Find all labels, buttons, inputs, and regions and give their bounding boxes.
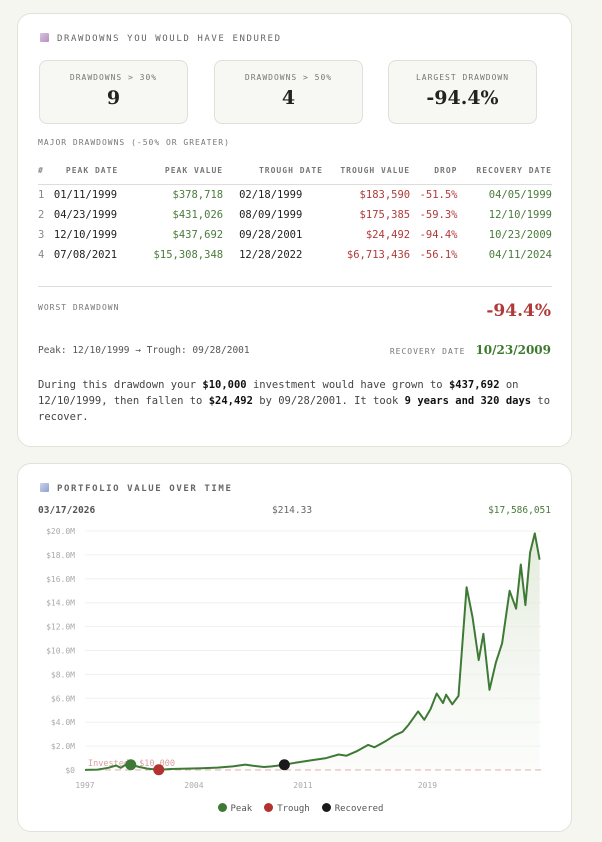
y-tick-label: $8.0M [51,670,75,679]
divider [38,286,552,287]
column-header: PEAK VALUE [136,166,224,185]
portfolio-card: PORTFOLIO VALUE OVER TIME 03/17/2026 $21… [17,463,572,832]
table-cell: 2 [38,209,45,221]
x-tick-label: 2019 [418,781,437,790]
peak-marker [125,759,137,771]
x-tick-label: 1997 [75,781,94,790]
hover-date: 03/17/2026 [38,505,96,516]
table-row: 2 04/23/1999 $431,026 08/09/1999 $175,385 -59… [38,205,552,225]
column-header: TROUGH VALUE [322,166,411,185]
legend-label: Peak [230,804,253,814]
worst-drawdown-label: WORST DRAWDOWN [38,303,120,312]
y-tick-label: $14.0M [46,599,75,608]
table-row: 1 01/11/1999 $378,718 02/18/1999 $183,590 -51… [38,185,552,206]
table-cell: 01/11/1999 [53,189,118,201]
table-cell: -51.5% [419,189,458,201]
portfolio-title: PORTFOLIO VALUE OVER TIME [40,483,232,494]
table-cell: 12/10/1999 [488,209,552,221]
hover-value: $17,586,051 [488,505,551,516]
table-cell: $183,590 [359,189,411,201]
chart-increasing-icon [40,483,49,492]
table-cell: 04/23/1999 [53,209,118,221]
table-cell: 12/28/2022 [239,249,303,261]
table-cell: $431,026 [172,209,224,221]
legend-label: Trough [277,804,310,814]
drawdowns-title: DRAWDOWNS YOU WOULD HAVE ENDURED [40,33,282,44]
stat-largest-drawdown: LARGEST DRAWDOWN -94.4% [388,60,537,124]
table-cell: 1 [38,189,45,201]
table-cell: -56.1% [419,249,458,261]
table-cell: -94.4% [419,229,458,241]
table-cell: $15,308,348 [153,249,224,261]
table-row: 3 12/10/1999 $437,692 09/28/2001 $24,492 -94.… [38,225,552,245]
table-cell: $437,692 [172,229,224,241]
trough-marker [153,764,165,776]
table-cell: 08/09/1999 [239,209,303,221]
table-cell: 10/23/2009 [488,229,552,241]
column-header: RECOVERY DATE [457,166,552,185]
y-tick-label: $0 [65,766,75,775]
portfolio-chart[interactable]: $0 $2.0M $4.0M $6.0M $8.0M $10.0M $12.0M $14.0M… [18,514,573,814]
y-tick-label: $12.0M [46,623,75,632]
y-tick-label: $16.0M [46,575,75,584]
worst-drawdown-range: Peak: 12/10/1999 → Trough: 09/28/2001 [38,345,250,356]
table-cell: 3 [38,229,45,241]
column-header: PEAK DATE [45,166,137,185]
legend-label: Recovered [334,804,384,814]
y-tick-label: $4.0M [51,718,75,727]
column-header: # [38,166,46,185]
stat-drawdowns-30: DRAWDOWNS > 30% 9 [39,60,188,124]
y-tick-label: $18.0M [46,551,75,560]
chart-decreasing-icon [40,33,49,42]
table-header: # PEAK DATE PEAK VALUE TROUGH DATE TROUGH VA… [38,166,552,185]
major-drawdowns-title: MAJOR DRAWDOWNS (-50% OR GREATER) [38,138,230,147]
drawdowns-table: # PEAK DATE PEAK VALUE TROUGH DATE TROUGH VA… [38,166,552,265]
chart-legend: Peak Trough Recovered [18,803,571,814]
recovered-marker [278,759,290,771]
table-cell: $24,492 [365,229,411,241]
worst-drawdown-value: -94.4% [486,301,551,321]
column-header: TROUGH DATE [223,166,323,185]
table-cell: -59.3% [419,209,458,221]
table-cell: $378,718 [172,189,224,201]
recovery-date-block: RECOVERY DATE 10/23/2009 [389,343,551,357]
table-cell: $6,713,436 [346,249,411,261]
table-cell: $175,385 [359,209,411,221]
table-cell: 4 [38,249,45,261]
table-cell: 02/18/1999 [239,189,303,201]
stat-drawdowns-50: DRAWDOWNS > 50% 4 [214,60,363,124]
y-tick-label: $10.0M [46,647,75,656]
area-fill [85,533,540,770]
peak-legend-dot [217,803,227,812]
y-tick-label: $20.0M [46,527,75,536]
hover-price: $214.33 [272,505,313,516]
trough-legend-dot [264,803,274,812]
column-header: DROP [410,166,458,185]
table-row: 4 07/08/2021 $15,308,348 12/28/2022 $6,713,4… [38,245,552,265]
y-tick-label: $2.0M [51,742,75,751]
x-tick-label: 2011 [293,781,312,790]
recovered-legend-dot [321,803,331,812]
x-tick-label: 2004 [184,781,203,790]
drawdown-summary: During this drawdown your $10,000 invest… [38,379,551,423]
table-cell: 09/28/2001 [239,229,303,241]
table-cell: 04/11/2024 [488,249,552,261]
table-cell: 04/05/1999 [488,189,552,201]
drawdowns-card: DRAWDOWNS YOU WOULD HAVE ENDURED DRAWDOW… [17,13,572,447]
table-cell: 07/08/2021 [53,249,118,261]
table-cell: 12/10/1999 [53,229,118,241]
y-tick-label: $6.0M [51,694,75,703]
